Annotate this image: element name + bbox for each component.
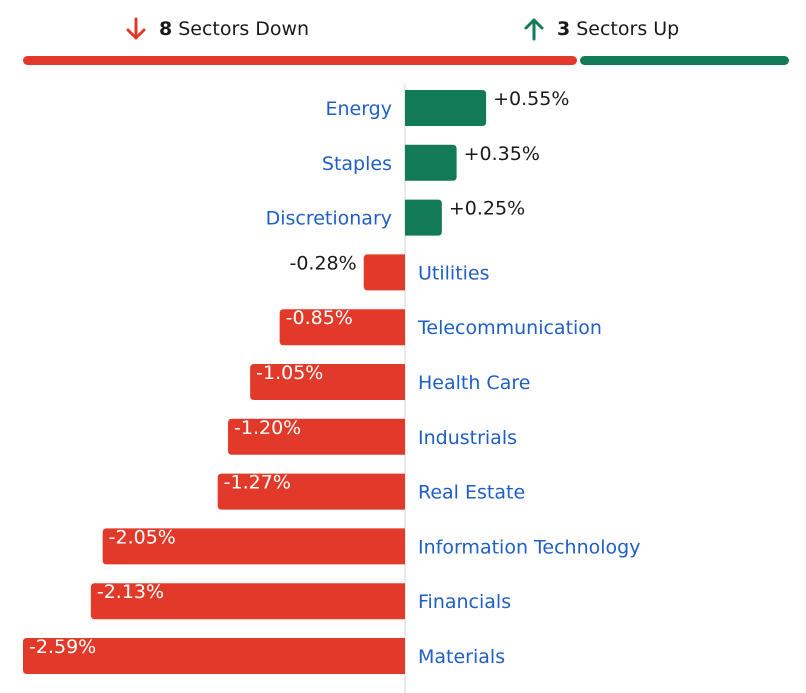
value-label-energy: +0.55% bbox=[493, 88, 569, 110]
bar-materials[interactable] bbox=[23, 638, 405, 674]
category-label-energy[interactable]: Energy bbox=[325, 98, 392, 120]
value-label-information-technology: -2.05% bbox=[109, 526, 176, 548]
value-label-telecommunication: -0.85% bbox=[286, 307, 353, 329]
category-label-discretionary[interactable]: Discretionary bbox=[266, 208, 392, 230]
bar-utilities[interactable] bbox=[363, 254, 405, 291]
value-label-utilities: -0.28% bbox=[289, 252, 356, 274]
value-label-financials: -2.13% bbox=[97, 581, 164, 603]
bar-health-care[interactable] bbox=[250, 364, 405, 400]
category-label-information-technology[interactable]: Information Technology bbox=[418, 536, 640, 558]
value-label-health-care: -1.05% bbox=[256, 362, 323, 384]
bar-discretionary[interactable] bbox=[405, 199, 442, 236]
sectors-up-summary: 3 Sectors Up bbox=[523, 14, 679, 44]
category-label-materials[interactable]: Materials bbox=[418, 646, 505, 668]
bar-staples[interactable] bbox=[405, 144, 457, 181]
bar-real-estate[interactable] bbox=[217, 473, 405, 510]
bar-information-technology[interactable] bbox=[102, 528, 406, 565]
sectors-down-progress-bar bbox=[23, 56, 577, 65]
bar-industrials[interactable] bbox=[228, 418, 405, 455]
category-label-utilities[interactable]: Utilities bbox=[418, 262, 490, 284]
sectors-down-count: 8 bbox=[159, 18, 173, 40]
category-label-industrials[interactable]: Industrials bbox=[418, 427, 517, 449]
sectors-up-progress-bar bbox=[580, 56, 789, 65]
value-label-real-estate: -1.27% bbox=[224, 472, 291, 494]
bar-telecommunication[interactable] bbox=[279, 309, 405, 346]
category-label-telecommunication[interactable]: Telecommunication bbox=[417, 317, 602, 339]
value-label-discretionary: +0.25% bbox=[449, 198, 525, 220]
value-label-staples: +0.35% bbox=[464, 143, 540, 165]
sectors-up-count: 3 bbox=[557, 18, 571, 40]
value-label-materials: -2.59% bbox=[29, 636, 96, 658]
sectors-down-summary: 8 Sectors Down bbox=[125, 14, 309, 44]
category-label-real-estate[interactable]: Real Estate bbox=[418, 482, 525, 504]
sectors-up-label: Sectors Up bbox=[576, 18, 680, 40]
arrow-up-icon bbox=[523, 17, 545, 41]
category-label-health-care[interactable]: Health Care bbox=[418, 372, 530, 394]
bar-energy[interactable] bbox=[405, 90, 487, 126]
bar-financials[interactable] bbox=[90, 583, 406, 620]
category-label-financials[interactable]: Financials bbox=[418, 591, 511, 613]
value-label-industrials: -1.20% bbox=[234, 417, 301, 439]
arrow-down-icon bbox=[125, 17, 147, 41]
category-label-staples[interactable]: Staples bbox=[322, 153, 392, 175]
sectors-down-label: Sectors Down bbox=[178, 18, 310, 40]
